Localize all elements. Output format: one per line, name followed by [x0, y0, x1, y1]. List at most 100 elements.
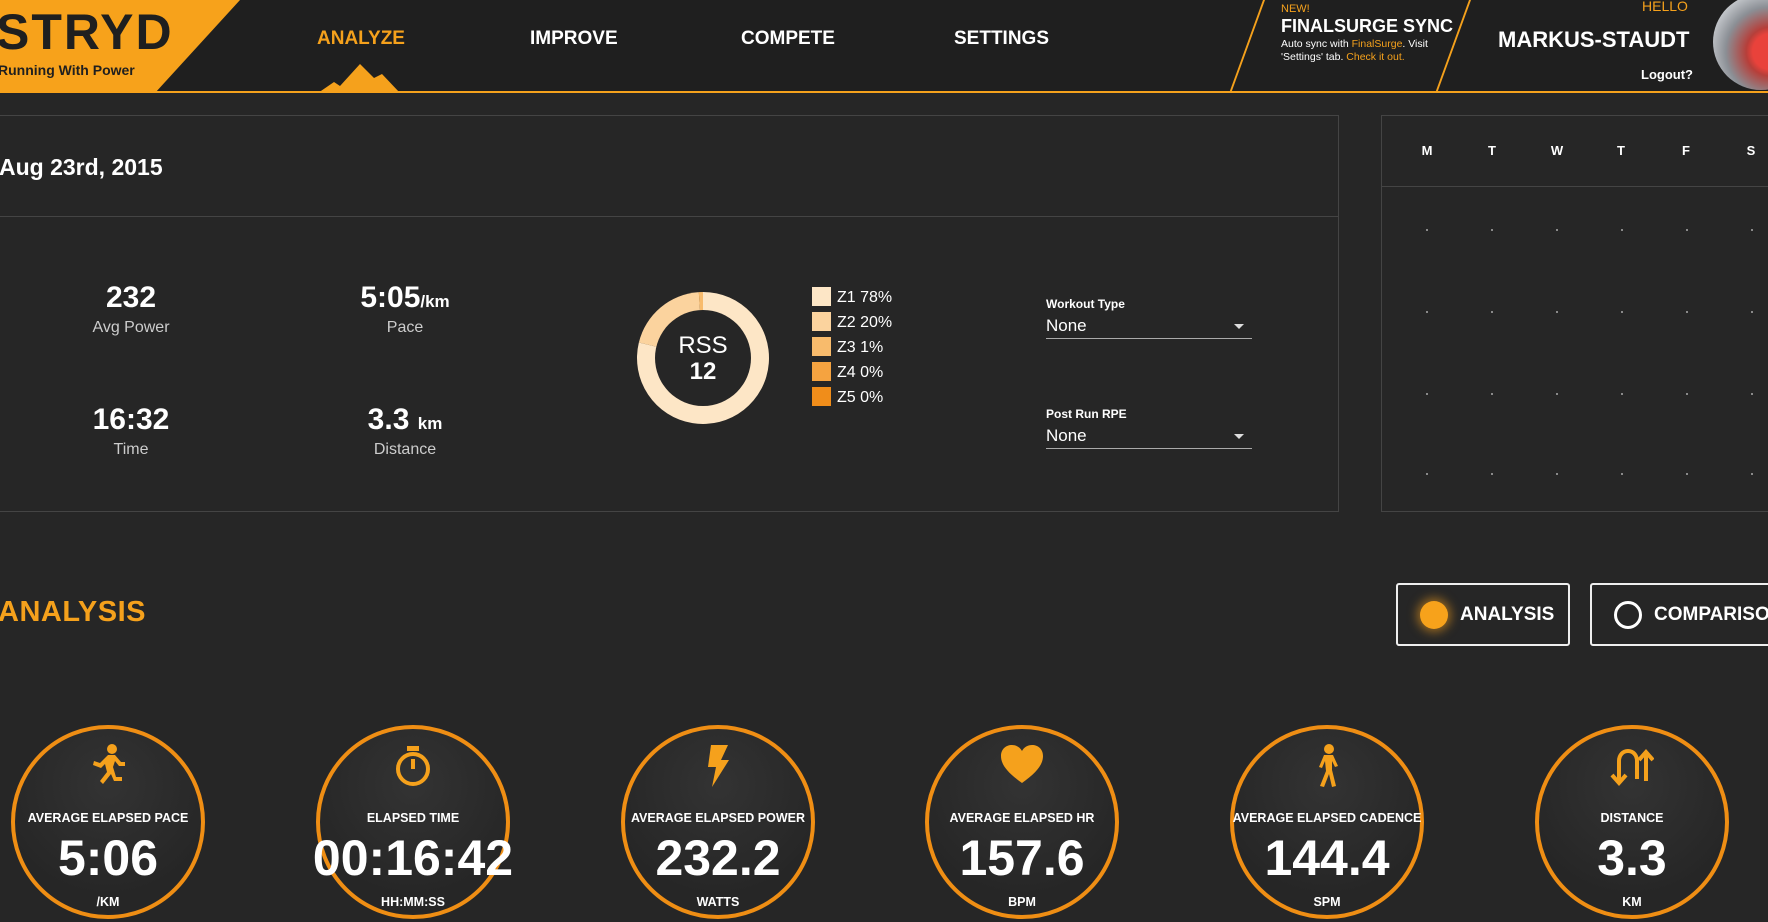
rpe-label: Post Run RPE	[1046, 407, 1127, 421]
avatar[interactable]	[1713, 0, 1768, 90]
cal-day-mon: M	[1421, 143, 1433, 158]
calendar-day-cell[interactable]	[1686, 473, 1688, 475]
cal-day-sat: S	[1746, 143, 1756, 158]
metric-value: 232.2	[655, 830, 781, 886]
zone-legend-z5: Z5 0%	[812, 387, 883, 407]
calendar-day-cell[interactable]	[1426, 473, 1428, 475]
active-tab-indicator	[318, 64, 400, 93]
time-value: 16:32	[92, 403, 170, 436]
calendar-day-cell[interactable]	[1491, 393, 1493, 395]
check-it-out-link[interactable]: Check it out.	[1346, 51, 1405, 63]
run-date: Aug 23rd, 2015	[0, 154, 163, 180]
pace-label: Pace	[386, 319, 424, 336]
logo[interactable]: STRYD	[0, 4, 174, 60]
calendar-day-cell[interactable]	[1556, 393, 1558, 395]
zone-swatch	[812, 362, 831, 381]
workout-type-select[interactable]: None	[1046, 312, 1252, 339]
zone-swatch	[812, 337, 831, 356]
metric-avg-cadence: AVERAGE ELAPSED CADENCE 144.4 SPM	[1230, 725, 1424, 919]
finalsurge-link[interactable]: FinalSurge	[1351, 38, 1403, 50]
calendar-day-cell[interactable]	[1491, 473, 1493, 475]
calendar-day-cell[interactable]	[1491, 311, 1493, 313]
metric-title: DISTANCE	[1600, 811, 1664, 825]
sync-new-badge: NEW!	[1281, 3, 1310, 15]
stopwatch-icon	[320, 743, 506, 789]
zone-label: Z4 0%	[837, 364, 884, 381]
metric-avg-hr: AVERAGE ELAPSED HR 157.6 BPM	[925, 725, 1119, 919]
rss-zone-donut: RSS 12	[637, 292, 769, 424]
metric-distance: DISTANCE 3.3 KM	[1535, 725, 1729, 919]
calendar-day-cell[interactable]	[1491, 229, 1493, 231]
calendar-day-cell[interactable]	[1686, 229, 1688, 231]
metric-title: AVERAGE ELAPSED PACE	[27, 811, 189, 825]
run-summary-panel: Aug 23rd, 2015 232 Avg Power 5:05/km Pac…	[0, 115, 1339, 512]
chevron-down-icon	[1234, 434, 1244, 439]
comparison-mode-label: COMPARISON	[1654, 604, 1768, 625]
nav-analyze[interactable]: ANALYZE	[317, 28, 405, 49]
distance-value: 3.3 km	[295, 403, 515, 437]
zone-label: Z3 1%	[837, 339, 884, 356]
zone-legend-z2: Z2 20%	[812, 312, 892, 332]
metric-value: 144.4	[1264, 830, 1390, 886]
calendar-day-cell[interactable]	[1621, 393, 1623, 395]
calendar-day-cell[interactable]	[1556, 473, 1558, 475]
metric-elapsed-time: ELAPSED TIME 00:16:42 HH:MM:SS	[313, 725, 513, 919]
metric-value: 5:06	[57, 830, 159, 886]
metric-unit: /KM	[96, 895, 120, 909]
walker-icon	[1234, 743, 1420, 789]
runner-icon	[15, 743, 201, 789]
radio-unselected-icon	[1614, 601, 1642, 629]
metric-unit: HH:MM:SS	[381, 895, 445, 909]
calendar-day-cell[interactable]	[1426, 229, 1428, 231]
logout-link[interactable]: Logout?	[1641, 67, 1693, 82]
calendar-day-cell[interactable]	[1426, 311, 1428, 313]
zone-label: Z1 78%	[837, 289, 893, 306]
calendar-day-cell[interactable]	[1751, 473, 1753, 475]
time-label: Time	[113, 441, 149, 458]
workout-type-label: Workout Type	[1046, 297, 1125, 311]
metric-unit: SPM	[1313, 895, 1341, 909]
user-name: MARKUS-STAUDT	[1498, 27, 1690, 52]
zone-swatch	[812, 312, 831, 331]
calendar-day-cell[interactable]	[1556, 229, 1558, 231]
metric-avg-power: AVERAGE ELAPSED POWER 232.2 WATTS	[621, 725, 815, 919]
rpe-value: None	[1046, 426, 1087, 445]
calendar-day-cell[interactable]	[1686, 311, 1688, 313]
nav-compete[interactable]: COMPETE	[741, 28, 835, 49]
zone-legend-z1: Z1 78%	[812, 287, 892, 307]
metric-unit: WATTS	[696, 895, 740, 909]
calendar-day-cell[interactable]	[1751, 393, 1753, 395]
metric-value: 00:16:42	[312, 830, 514, 886]
distance-unit: km	[417, 414, 443, 433]
calendar-day-cell[interactable]	[1621, 473, 1623, 475]
nav-settings[interactable]: SETTINGS	[954, 28, 1050, 49]
sync-title: FINALSURGE SYNC	[1281, 16, 1454, 36]
chevron-down-icon	[1234, 324, 1244, 329]
distance-number: 3.3	[367, 403, 410, 436]
calendar-day-cell[interactable]	[1751, 229, 1753, 231]
calendar-day-cell[interactable]	[1426, 393, 1428, 395]
metric-value: 157.6	[959, 830, 1085, 886]
pace-number: 5:05	[360, 281, 421, 314]
calendar-day-cell[interactable]	[1556, 311, 1558, 313]
calendar-day-cell[interactable]	[1621, 311, 1623, 313]
zone-label: Z2 20%	[837, 314, 893, 331]
pace-value: 5:05/km	[295, 281, 515, 315]
pace-unit: /km	[420, 292, 450, 311]
cal-day-fri: F	[1682, 143, 1690, 158]
analysis-mode-button[interactable]: ANALYSIS	[1396, 583, 1570, 646]
donut-hole	[655, 310, 751, 406]
sync-desc-text-2: . Visit 'Settings' tab.	[1281, 38, 1428, 63]
nav-improve[interactable]: IMPROVE	[530, 28, 618, 49]
calendar-day-cell[interactable]	[1621, 229, 1623, 231]
metric-title: AVERAGE ELAPSED HR	[949, 811, 1095, 825]
calendar-day-cell[interactable]	[1686, 393, 1688, 395]
metric-title: AVERAGE ELAPSED CADENCE	[1232, 811, 1422, 825]
comparison-mode-button[interactable]: COMPARISON	[1590, 583, 1768, 646]
calendar-day-cell[interactable]	[1751, 311, 1753, 313]
analysis-mode-label: ANALYSIS	[1460, 604, 1555, 625]
week-calendar: M T W T F S	[1381, 115, 1768, 512]
rpe-select[interactable]: None	[1046, 422, 1252, 449]
metric-title: ELAPSED TIME	[366, 811, 460, 825]
heart-icon	[929, 743, 1115, 789]
